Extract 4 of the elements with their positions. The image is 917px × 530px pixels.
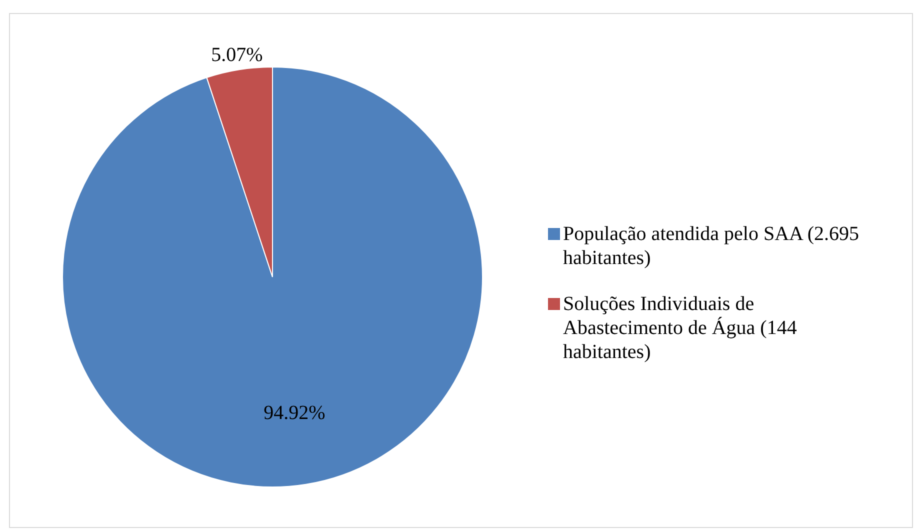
data-label: 94.92% [264, 402, 326, 424]
legend-label: População atendida pelo SAA (2.695 habitantes) [563, 222, 860, 270]
data-label: 5.07% [211, 44, 263, 66]
legend-label: Soluções Individuais de Abastecimento de Água (144 habitantes) [563, 292, 798, 364]
